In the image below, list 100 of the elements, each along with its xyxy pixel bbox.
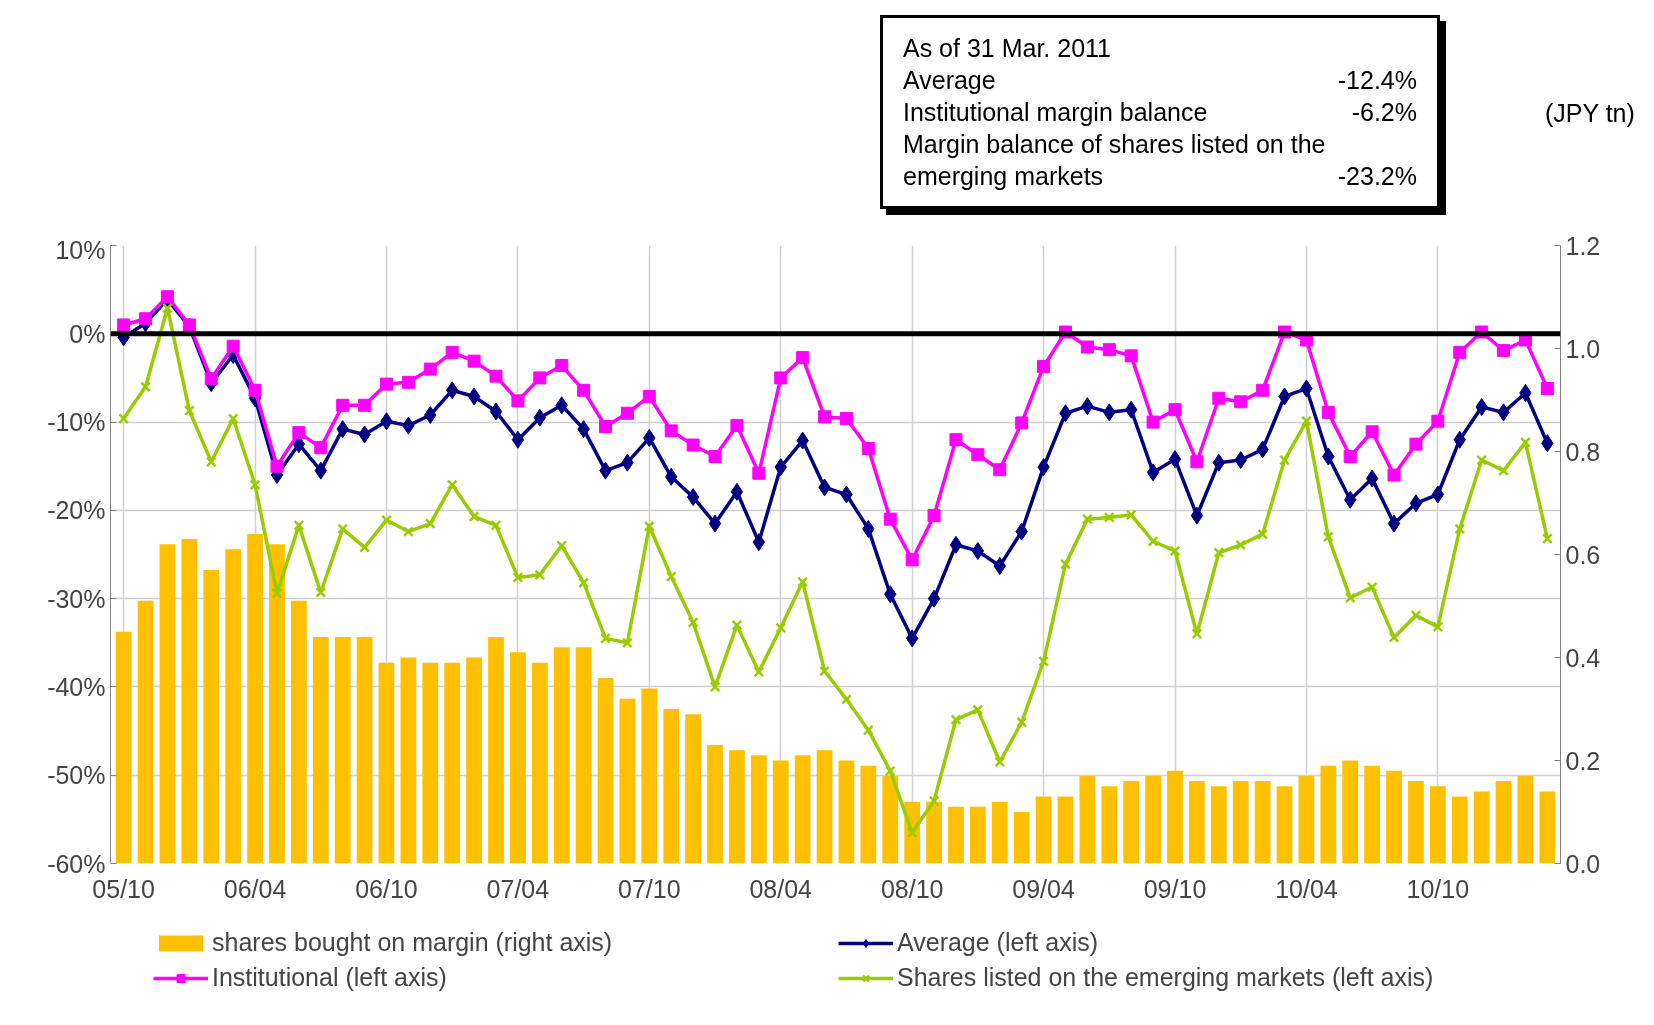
x-tick-label: 07/10 (618, 874, 681, 903)
bar (247, 533, 263, 864)
bar (1210, 786, 1227, 864)
text: Average (903, 65, 996, 96)
bar (1189, 781, 1205, 864)
bar (553, 647, 570, 864)
bar (1451, 796, 1468, 864)
bar (1035, 796, 1052, 864)
bar (444, 662, 461, 864)
bar (115, 631, 132, 864)
bar (707, 745, 723, 864)
bar (750, 755, 767, 864)
bar (1342, 760, 1359, 864)
y2-tick-label: 1.2 (1565, 231, 1601, 260)
bar (597, 678, 614, 864)
y2-tick-label: 0.6 (1565, 540, 1601, 569)
bar (685, 714, 702, 864)
bar (1123, 781, 1140, 864)
legend-label: shares bought on margin (right axis) (212, 928, 614, 957)
bar (1254, 781, 1271, 864)
bar (378, 662, 395, 864)
legend-label: Average (left axis) (897, 928, 1099, 957)
y2-axis-title: (JPY tn) (1545, 98, 1635, 129)
y-tick-label: -10% (47, 408, 106, 437)
y-tick-label: -50% (47, 761, 106, 790)
bar (466, 657, 482, 864)
bar (1232, 781, 1249, 864)
bar (1101, 786, 1118, 864)
bar (1013, 812, 1030, 864)
bar (422, 662, 439, 864)
bar (269, 544, 285, 864)
y-tick-label: -30% (47, 584, 106, 613)
y2-tick-label: 0.2 (1565, 746, 1601, 775)
bar (1473, 791, 1490, 864)
x-tick-label: 09/04 (1012, 874, 1075, 903)
x-tick-label: 08/10 (880, 874, 944, 903)
bar (926, 801, 942, 864)
bar (838, 760, 855, 864)
bar (619, 698, 636, 864)
bar (1320, 765, 1337, 864)
bar (181, 539, 198, 864)
text: -12.4% (1336, 65, 1417, 96)
x-tick-label: 08/04 (749, 874, 813, 903)
y2-tick-label: 0.8 (1565, 437, 1601, 466)
bar (225, 549, 242, 864)
bar (860, 765, 877, 864)
bar (575, 647, 592, 864)
text: -23.2% (1337, 161, 1417, 192)
bar (1408, 781, 1424, 864)
bar (1364, 765, 1381, 864)
y2-tick-label: 0.4 (1565, 643, 1601, 672)
x-tick-label: 10/04 (1275, 874, 1338, 903)
x-tick-label: 06/10 (355, 874, 418, 903)
bar (1167, 770, 1183, 864)
bar (641, 688, 658, 864)
bar (203, 569, 220, 864)
bar (772, 760, 789, 864)
bar (1298, 775, 1315, 864)
bar (1386, 770, 1402, 864)
bar (969, 806, 986, 864)
bar (1145, 775, 1161, 864)
bar (816, 750, 833, 864)
text: Margin balance of shares listed on the emerging markets (903, 129, 1327, 192)
y-tick-label: 10% (55, 235, 106, 264)
y2-tick-label: 0.0 (1565, 849, 1601, 878)
bar (991, 801, 1008, 864)
x-tick-label: 09/10 (1143, 874, 1207, 903)
bar (663, 709, 680, 864)
bar (1057, 796, 1074, 864)
bar (137, 600, 154, 864)
bar (948, 806, 964, 864)
bar (1539, 791, 1556, 864)
bar (531, 662, 548, 864)
bar (510, 652, 526, 864)
x-tick-label: 07/04 (486, 874, 550, 903)
text: As of 31 Mar. 2011 (903, 33, 1112, 64)
y2-tick-label: 1.0 (1565, 334, 1601, 363)
y-tick-label: -20% (47, 496, 106, 525)
bar (1495, 781, 1512, 864)
bar (1429, 786, 1446, 864)
bar (882, 775, 899, 864)
bar (290, 600, 307, 864)
legend-label: Institutional (left axis) (212, 963, 448, 992)
legend-label: Shares listed on the emerging markets (left axis) (897, 963, 1435, 992)
bar (159, 544, 176, 864)
bar (312, 636, 329, 864)
y-tick-label: 0% (69, 319, 106, 348)
bar (729, 750, 745, 864)
bar (794, 755, 811, 864)
bar (356, 636, 373, 864)
bar (400, 657, 417, 864)
y-tick-label: -40% (47, 672, 106, 701)
text: Institutional margin balance (903, 97, 1208, 128)
bar (1517, 775, 1534, 864)
text: -6.2% (1350, 97, 1417, 128)
bar (1276, 786, 1293, 864)
x-tick-label: 10/10 (1406, 874, 1470, 903)
x-tick-label: 06/04 (223, 874, 287, 903)
bar (488, 636, 504, 864)
bar (334, 636, 351, 864)
